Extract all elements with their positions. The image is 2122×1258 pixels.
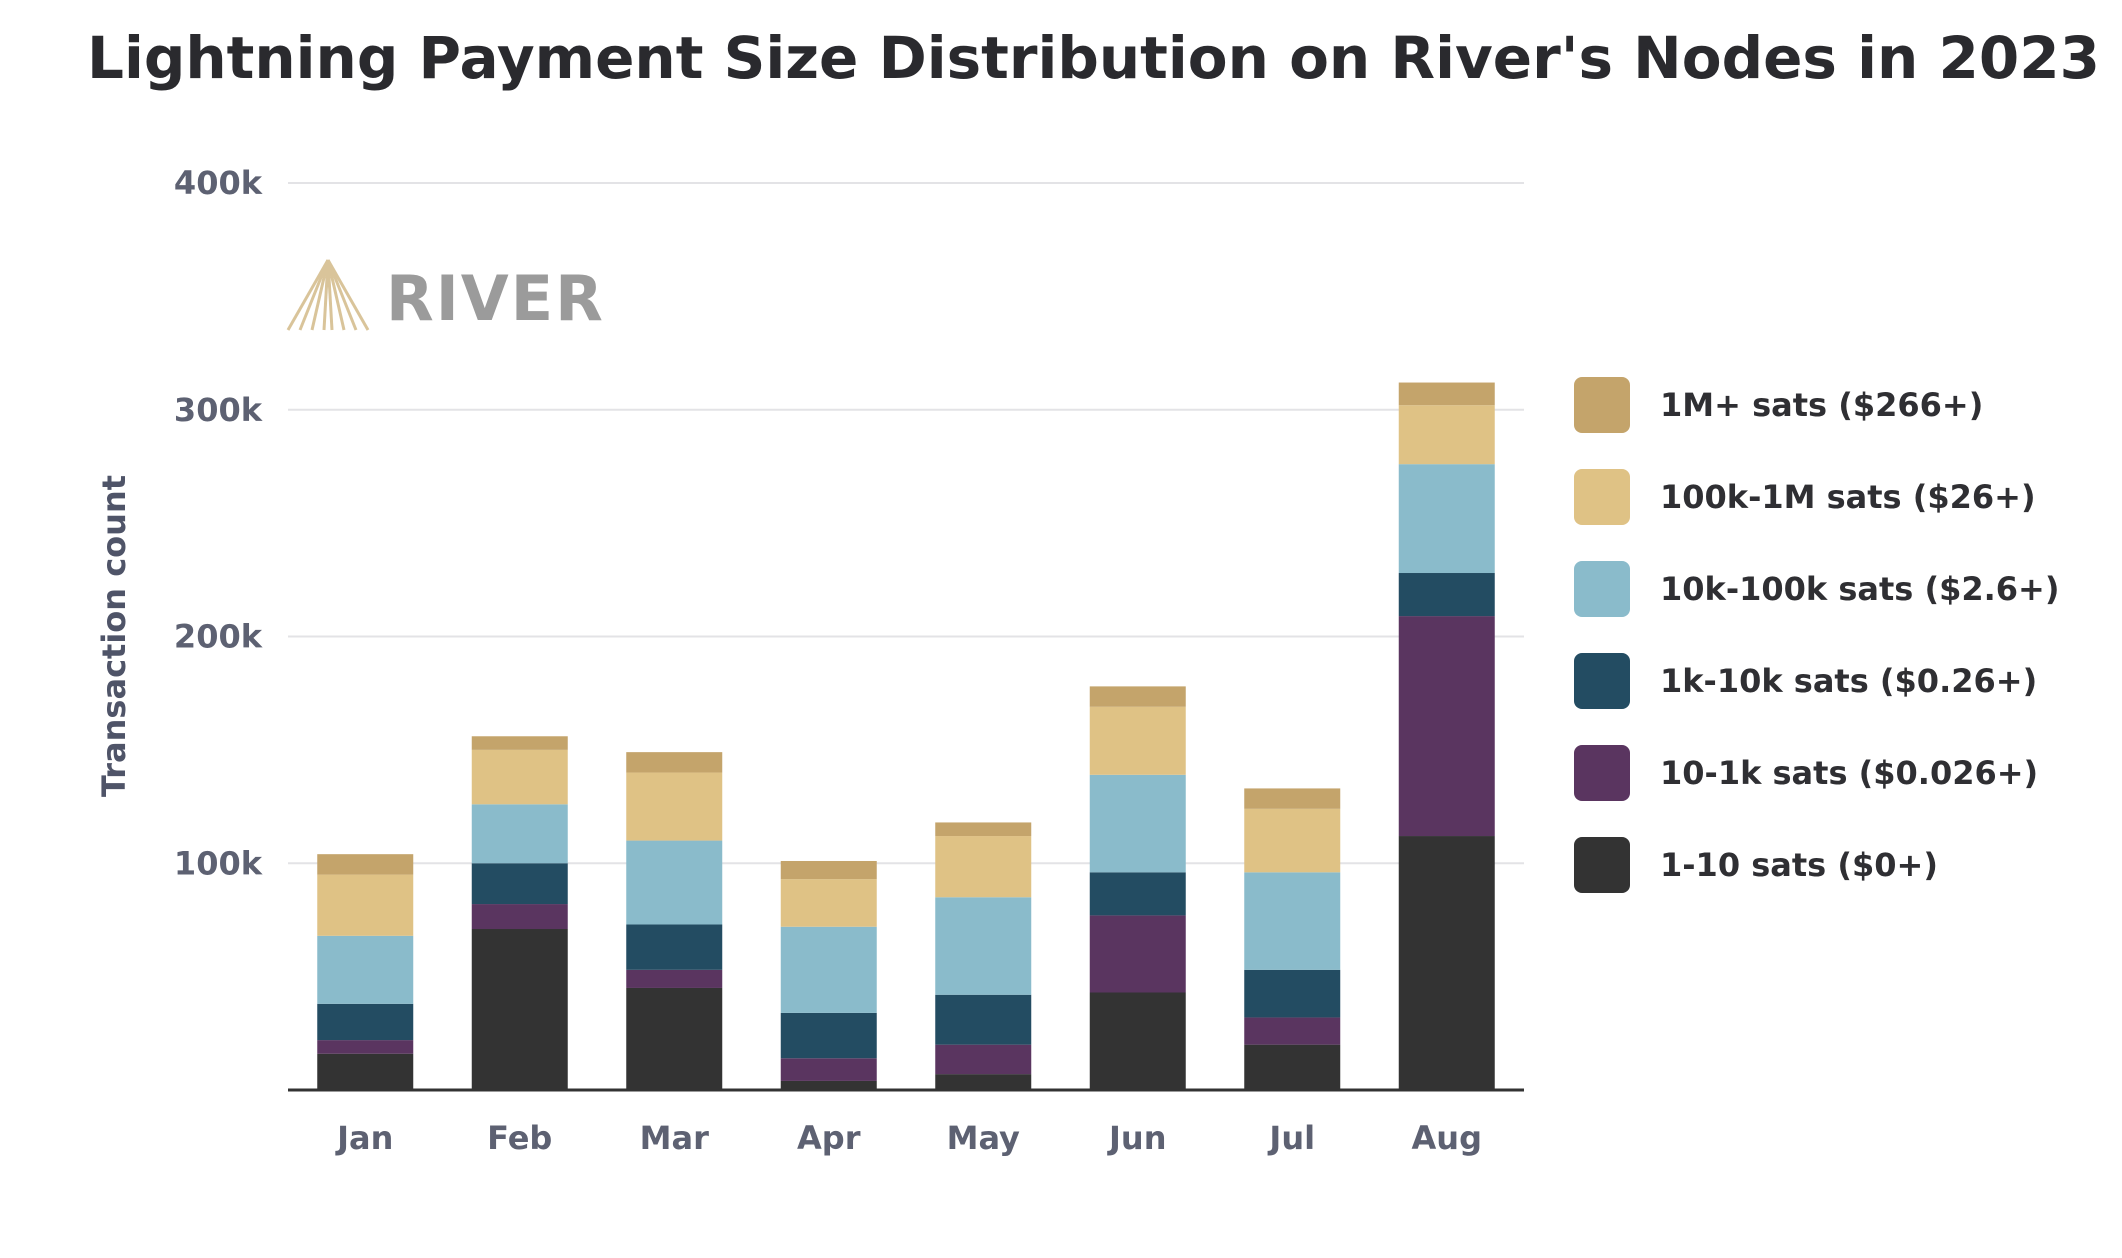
legend-label: 1k-10k sats ($0.26+) xyxy=(1660,662,2037,700)
bar-segment-4 xyxy=(1244,808,1341,873)
bar-segment-0 xyxy=(1089,992,1186,1090)
bar-segment-3 xyxy=(471,804,568,864)
bar-segment-1 xyxy=(780,1058,877,1081)
y-tick-label: 200k xyxy=(174,618,263,656)
bar-segment-3 xyxy=(317,935,414,1004)
legend-label: 10k-100k sats ($2.6+) xyxy=(1660,570,2059,608)
bar-segment-4 xyxy=(471,749,568,805)
chart-title: Lightning Payment Size Distribution on R… xyxy=(87,24,2100,92)
legend-swatch xyxy=(1574,653,1630,709)
bar-segment-4 xyxy=(935,836,1032,898)
bar-segment-5 xyxy=(1244,788,1341,809)
bar-segment-1 xyxy=(317,1040,414,1054)
legend-label: 100k-1M sats ($26+) xyxy=(1660,478,2036,516)
legend-item: 1M+ sats ($266+) xyxy=(1574,377,1983,433)
bar-segment-5 xyxy=(626,752,723,773)
bar-segment-1 xyxy=(471,904,568,930)
bar-segment-3 xyxy=(1089,774,1186,873)
bar-segment-2 xyxy=(471,863,568,905)
bar-stack-aug xyxy=(1398,382,1495,1090)
river-logo: RIVER xyxy=(286,259,605,335)
bar-segment-5 xyxy=(935,822,1032,837)
bar-segment-3 xyxy=(1244,872,1341,970)
y-tick-label: 400k xyxy=(174,164,263,202)
legend: 1M+ sats ($266+) 100k-1M sats ($26+) 10k-1… xyxy=(1574,377,2059,893)
bar-segment-2 xyxy=(317,1003,414,1041)
legend-swatch xyxy=(1574,469,1630,525)
bar-segment-1 xyxy=(626,969,723,988)
legend-swatch xyxy=(1574,837,1630,893)
legend-swatch xyxy=(1574,377,1630,433)
bar-segment-1 xyxy=(1244,1017,1341,1045)
bar-stack-apr xyxy=(780,860,877,1090)
legend-item: 1-10 sats ($0+) xyxy=(1574,837,1938,893)
y-axis-label: Transaction count xyxy=(95,475,133,797)
y-tick-label: 300k xyxy=(174,391,263,429)
bar-stack-may xyxy=(935,822,1032,1090)
legend-label: 10-1k sats ($0.026+) xyxy=(1660,754,2038,792)
legend-item: 10-1k sats ($0.026+) xyxy=(1574,745,2038,801)
bar-segment-5 xyxy=(1398,382,1495,406)
bar-segment-0 xyxy=(317,1053,414,1090)
bar-stack-feb xyxy=(471,736,568,1090)
x-tick-label: Feb xyxy=(487,1119,552,1157)
legend-item: 1k-10k sats ($0.26+) xyxy=(1574,653,2037,709)
bar-segment-5 xyxy=(317,854,414,875)
bar-segment-3 xyxy=(935,897,1032,995)
bar-segment-0 xyxy=(471,929,568,1090)
bar-segment-5 xyxy=(1089,686,1186,707)
x-tick-label: Apr xyxy=(797,1119,861,1157)
x-tick-label: Mar xyxy=(640,1119,709,1157)
bar-stack-jun xyxy=(1089,686,1186,1090)
bar-segment-5 xyxy=(780,860,877,880)
bar-segment-2 xyxy=(780,1012,877,1059)
bar-segment-0 xyxy=(626,987,723,1090)
river-logo-icon xyxy=(286,259,370,331)
bar-stack-jan xyxy=(317,854,414,1090)
bar-segment-4 xyxy=(1089,706,1186,775)
bar-segment-0 xyxy=(935,1074,1032,1090)
legend-swatch xyxy=(1574,561,1630,617)
bar-segment-0 xyxy=(780,1080,877,1090)
bar-segment-5 xyxy=(471,736,568,750)
x-tick-label: Aug xyxy=(1412,1119,1482,1157)
bar-segment-2 xyxy=(626,924,723,970)
bar-segment-4 xyxy=(626,772,723,841)
bar-segment-0 xyxy=(1398,836,1495,1090)
bar-segment-4 xyxy=(780,879,877,927)
y-tick-label: 100k xyxy=(174,844,263,882)
bar-segment-2 xyxy=(1398,573,1495,617)
bar-segment-4 xyxy=(1398,405,1495,465)
y-axis-ticks: 100k 200k 300k 400k xyxy=(174,164,263,882)
legend-label: 1M+ sats ($266+) xyxy=(1660,386,1983,424)
x-tick-label: Jun xyxy=(1107,1119,1166,1157)
bar-segment-2 xyxy=(1089,872,1186,916)
legend-label: 1-10 sats ($0+) xyxy=(1660,846,1938,884)
legend-item: 10k-100k sats ($2.6+) xyxy=(1574,561,2059,617)
bar-stack-jul xyxy=(1244,788,1341,1090)
x-tick-label: Jan xyxy=(335,1119,393,1157)
bars xyxy=(317,382,1495,1090)
x-axis-ticks: Jan Feb Mar Apr May Jun Jul Aug xyxy=(335,1119,1482,1157)
bar-segment-2 xyxy=(935,994,1032,1045)
bar-segment-3 xyxy=(626,840,723,925)
bar-segment-1 xyxy=(1398,616,1495,837)
river-logo-text: RIVER xyxy=(386,262,605,335)
bar-segment-1 xyxy=(935,1044,1032,1075)
bar-segment-3 xyxy=(780,926,877,1013)
bar-segment-4 xyxy=(317,874,414,936)
legend-item: 100k-1M sats ($26+) xyxy=(1574,469,2036,525)
x-tick-label: May xyxy=(947,1119,1020,1157)
x-tick-label: Jul xyxy=(1267,1119,1315,1157)
bar-stack-mar xyxy=(626,752,723,1090)
legend-swatch xyxy=(1574,745,1630,801)
bar-segment-3 xyxy=(1398,464,1495,574)
bar-segment-0 xyxy=(1244,1044,1341,1090)
bar-segment-2 xyxy=(1244,969,1341,1018)
bar-segment-1 xyxy=(1089,915,1186,993)
